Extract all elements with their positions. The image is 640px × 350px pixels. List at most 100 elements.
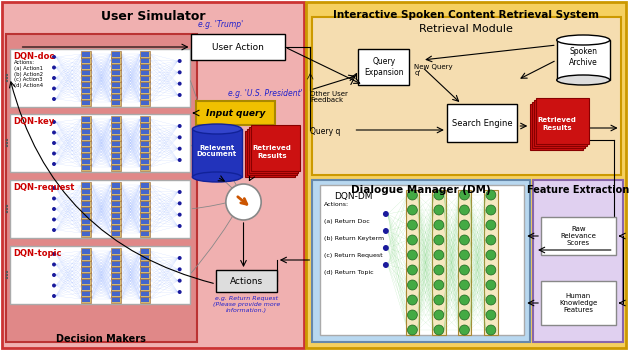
- Ellipse shape: [193, 124, 241, 134]
- Circle shape: [486, 190, 496, 200]
- Bar: [141, 290, 149, 295]
- Bar: [112, 231, 120, 236]
- Bar: [10, 180, 189, 238]
- Bar: [140, 194, 150, 201]
- Bar: [83, 218, 90, 224]
- Bar: [81, 163, 92, 170]
- Bar: [141, 153, 149, 158]
- Circle shape: [52, 217, 56, 222]
- Text: DQN-DM: DQN-DM: [334, 192, 372, 201]
- Bar: [141, 206, 149, 211]
- Bar: [140, 295, 150, 302]
- Bar: [81, 194, 92, 201]
- Bar: [81, 98, 92, 105]
- Bar: [140, 127, 150, 134]
- Text: Interactive Spoken Content Retrieval System: Interactive Spoken Content Retrieval Sys…: [333, 10, 600, 20]
- Text: Feature Extraction: Feature Extraction: [527, 185, 630, 195]
- Bar: [140, 56, 150, 63]
- Circle shape: [52, 120, 56, 124]
- Bar: [81, 230, 92, 237]
- Bar: [141, 182, 149, 188]
- Bar: [112, 93, 120, 98]
- Bar: [112, 195, 120, 200]
- Bar: [111, 205, 121, 212]
- Text: Retrieval Module: Retrieval Module: [419, 24, 513, 34]
- Bar: [83, 279, 90, 284]
- Bar: [141, 57, 149, 63]
- Bar: [112, 224, 120, 230]
- Bar: [140, 272, 150, 279]
- Bar: [541, 281, 616, 325]
- Bar: [83, 159, 90, 163]
- Bar: [140, 259, 150, 266]
- Circle shape: [486, 310, 496, 320]
- Circle shape: [6, 205, 8, 207]
- Bar: [141, 279, 149, 284]
- Circle shape: [6, 208, 8, 210]
- Bar: [83, 63, 90, 69]
- Bar: [83, 134, 90, 140]
- Bar: [141, 88, 149, 92]
- Bar: [83, 182, 90, 188]
- Bar: [111, 116, 121, 122]
- Circle shape: [460, 235, 469, 245]
- Bar: [112, 201, 120, 205]
- Circle shape: [52, 228, 56, 232]
- Bar: [83, 153, 90, 158]
- Bar: [141, 99, 149, 105]
- Circle shape: [6, 277, 8, 279]
- Bar: [83, 212, 90, 217]
- Bar: [112, 182, 120, 188]
- Bar: [541, 217, 616, 255]
- Circle shape: [6, 211, 8, 213]
- Bar: [111, 92, 121, 99]
- Bar: [140, 163, 150, 170]
- Bar: [141, 147, 149, 152]
- Circle shape: [408, 280, 417, 290]
- Circle shape: [52, 55, 56, 59]
- Bar: [111, 182, 121, 189]
- Bar: [112, 122, 120, 127]
- Bar: [81, 121, 92, 128]
- Circle shape: [408, 325, 417, 335]
- Bar: [83, 248, 90, 253]
- Circle shape: [486, 235, 496, 245]
- Ellipse shape: [557, 35, 610, 45]
- Bar: [141, 164, 149, 169]
- Bar: [140, 158, 150, 164]
- Circle shape: [434, 265, 444, 275]
- Circle shape: [52, 65, 56, 70]
- Bar: [112, 290, 120, 295]
- Circle shape: [434, 220, 444, 230]
- Circle shape: [408, 220, 417, 230]
- Bar: [83, 147, 90, 152]
- Bar: [112, 63, 120, 69]
- Bar: [530, 104, 583, 150]
- Circle shape: [460, 280, 469, 290]
- Bar: [83, 285, 90, 289]
- Bar: [83, 99, 90, 105]
- Circle shape: [178, 267, 182, 271]
- Circle shape: [408, 235, 417, 245]
- Circle shape: [383, 262, 389, 268]
- Bar: [81, 127, 92, 134]
- Bar: [10, 114, 189, 172]
- Bar: [112, 117, 120, 121]
- Circle shape: [486, 295, 496, 305]
- Text: e.g. 'U.S. President': e.g. 'U.S. President': [228, 89, 303, 98]
- Bar: [83, 189, 90, 194]
- Circle shape: [178, 93, 182, 97]
- Ellipse shape: [193, 172, 241, 182]
- Bar: [81, 80, 92, 88]
- Bar: [81, 278, 92, 285]
- Circle shape: [52, 141, 56, 145]
- Bar: [141, 285, 149, 289]
- Circle shape: [178, 279, 182, 283]
- Bar: [111, 199, 121, 206]
- Bar: [111, 289, 121, 296]
- Circle shape: [52, 252, 56, 256]
- Circle shape: [408, 310, 417, 320]
- Bar: [81, 284, 92, 290]
- Circle shape: [460, 205, 469, 215]
- Bar: [111, 80, 121, 88]
